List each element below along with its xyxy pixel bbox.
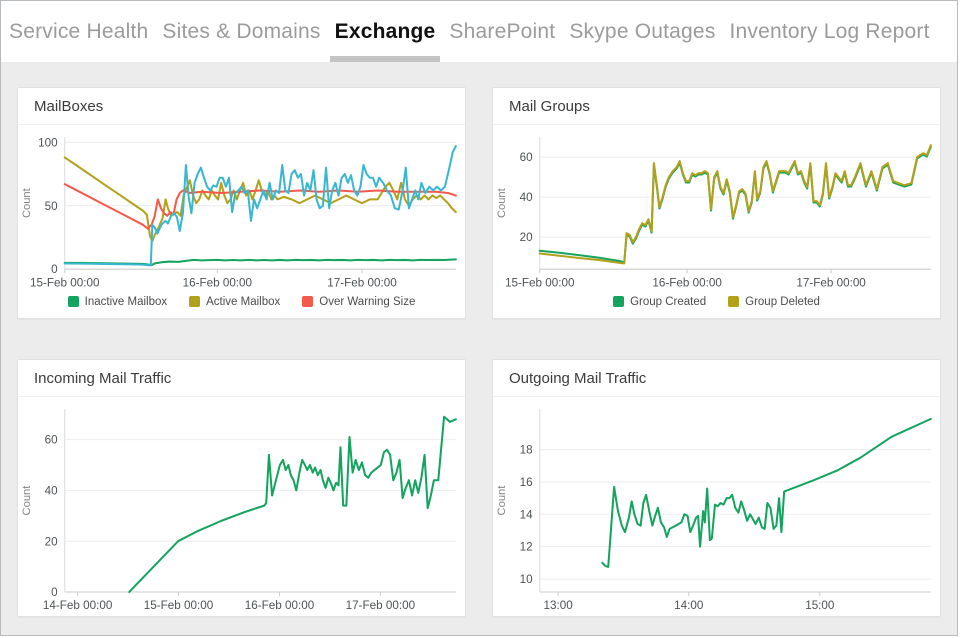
legend-label: Active Mailbox	[206, 295, 281, 308]
legend-item[interactable]: Group Created	[613, 296, 706, 308]
legend-swatch	[728, 296, 740, 308]
x-tick-label: 16-Feb 00:00	[652, 276, 722, 289]
y-tick-label: 0	[51, 263, 58, 276]
series-line	[63, 258, 457, 267]
x-tick-label: 17-Feb 00:00	[346, 599, 416, 612]
panel-mailboxes: MailBoxes 0 50 100 15-Feb 00:00 16-Feb 00:00…	[17, 87, 466, 319]
dashboard-grid: MailBoxes 0 50 100 15-Feb 00:00 16-Feb 00:00…	[1, 62, 957, 631]
x-tick-label: 16-Feb 00:00	[183, 276, 253, 289]
y-tick-label: 40	[520, 191, 533, 204]
incoming-mail-traffic-line-chart: 0 20 40 60 14-Feb 00:00 15-Feb 00:00 16-Feb 00…	[21, 408, 457, 612]
legend-swatch	[302, 296, 314, 308]
tab-service-health[interactable]: Service Health	[9, 19, 149, 43]
mail-groups-legend: Group Created Group Deleted	[493, 294, 940, 318]
legend-swatch	[613, 296, 625, 308]
legend-label: Over Warning Size	[319, 295, 416, 308]
y-tick-label: 20	[45, 535, 58, 548]
panel-title-mail-groups: Mail Groups	[493, 88, 940, 125]
tab-sites-domains[interactable]: Sites & Domains	[162, 19, 321, 43]
series-line	[601, 417, 932, 568]
y-tick-label: 40	[45, 484, 58, 497]
panel-title-incoming-mail-traffic: Incoming Mail Traffic	[18, 360, 465, 397]
legend-item[interactable]: Inactive Mailbox	[67, 295, 168, 308]
legend-swatch	[189, 296, 201, 308]
y-tick-label: 50	[45, 200, 58, 213]
y-tick-label: 18	[520, 443, 533, 456]
panel-mail-groups: Mail Groups 20 40 60 15-Feb 00:00 16-Feb 00:…	[492, 87, 941, 319]
x-tick-label: 15:00	[805, 599, 835, 612]
x-tick-label: 13:00	[544, 599, 574, 612]
y-tick-label: 100	[38, 136, 58, 149]
legend-item[interactable]: Over Warning Size	[302, 296, 415, 308]
y-axis-title: Count	[496, 484, 508, 515]
legend-swatch	[67, 296, 79, 308]
tab-skype-outages[interactable]: Skype Outages	[569, 19, 716, 43]
y-axis-title: Count	[496, 187, 508, 218]
legend-label: Group Created	[630, 295, 707, 308]
y-tick-label: 12	[520, 540, 533, 553]
series-line	[63, 183, 457, 230]
x-tick-label: 15-Feb 00:00	[30, 276, 100, 289]
mailboxes-legend: Inactive Mailbox Active Mailbox Over Warni…	[18, 294, 465, 318]
panel-incoming-mail-traffic: Incoming Mail Traffic 0 20 40 60 14-Feb 00:0…	[17, 358, 466, 617]
y-tick-label: 0	[51, 586, 58, 599]
x-tick-label: 17-Feb 00:00	[327, 276, 397, 289]
y-tick-label: 60	[520, 151, 533, 164]
x-tick-label: 14:00	[674, 599, 704, 612]
mail-groups-line-chart: 20 40 60 15-Feb 00:00 16-Feb 00:00 17-Feb 00:…	[496, 137, 932, 289]
legend-label: Group Deleted	[745, 295, 820, 308]
x-tick-label: 15-Feb 00:00	[144, 599, 214, 612]
y-axis-title: Count	[21, 484, 33, 515]
y-tick-label: 20	[520, 231, 533, 244]
outgoing-mail-traffic-line-chart: 10 12 14 16 18 13:00 14:00 15:00 Count	[496, 408, 932, 612]
y-tick-label: 14	[520, 508, 533, 521]
legend-item[interactable]: Group Deleted	[728, 296, 820, 308]
series-line	[538, 144, 932, 265]
y-tick-label: 16	[520, 476, 533, 489]
tab-sharepoint[interactable]: SharePoint	[449, 19, 556, 43]
legend-item[interactable]: Active Mailbox	[189, 296, 280, 308]
x-tick-label: 14-Feb 00:00	[43, 599, 113, 612]
panel-outgoing-mail-traffic: Outgoing Mail Traffic 10 12 14 16 18 13:00 14:…	[492, 358, 941, 617]
x-tick-label: 17-Feb 00:00	[796, 276, 866, 289]
y-tick-label: 10	[520, 573, 533, 586]
panel-title-outgoing-mail-traffic: Outgoing Mail Traffic	[493, 360, 940, 397]
series-line	[128, 415, 457, 593]
y-axis-title: Count	[21, 187, 33, 218]
panel-title-mailboxes: MailBoxes	[18, 88, 465, 125]
legend-label: Inactive Mailbox	[84, 295, 168, 308]
series-line	[63, 145, 457, 267]
mailboxes-line-chart: 0 50 100 15-Feb 00:00 16-Feb 00:00 17-Feb 00:…	[21, 136, 457, 289]
tab-exchange[interactable]: Exchange	[328, 1, 443, 62]
tab-inventory-log-report[interactable]: Inventory Log Report	[729, 19, 930, 43]
x-tick-label: 16-Feb 00:00	[245, 599, 315, 612]
y-tick-label: 60	[45, 433, 58, 446]
tab-bar: Service Health Sites & Domains Exchange …	[1, 1, 957, 62]
x-tick-label: 15-Feb 00:00	[505, 276, 575, 289]
